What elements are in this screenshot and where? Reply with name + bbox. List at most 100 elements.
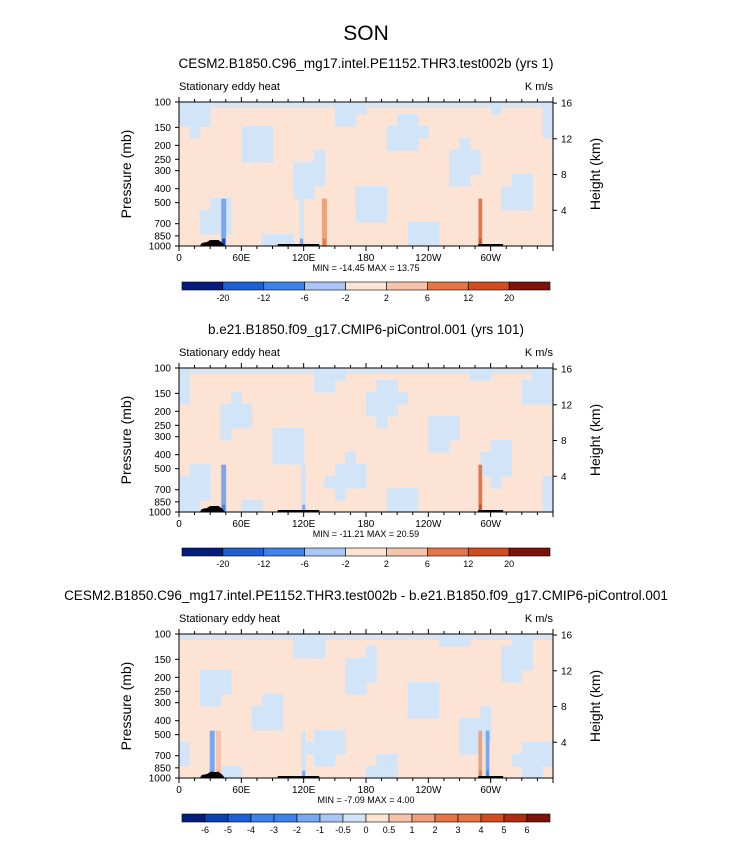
- y-tick-label: 500: [154, 464, 171, 475]
- field-cell: [397, 126, 409, 139]
- field-cell: [521, 198, 533, 211]
- colorbar-cell: [467, 547, 510, 557]
- feature-core: [322, 238, 326, 246]
- y-tick-label: 250: [154, 687, 171, 698]
- field-cell: [199, 210, 211, 223]
- field-cell: [210, 198, 222, 211]
- y-tick-label: 150: [154, 655, 171, 666]
- field-cell: [428, 428, 440, 441]
- field-cell: [417, 694, 429, 707]
- field-cell: [220, 428, 232, 441]
- field-background: [179, 102, 553, 246]
- panel-3: CESM2.B1850.C96_mg17.intel.PE1152.THR3.t…: [64, 588, 668, 835]
- colorbar-cell: [411, 813, 436, 823]
- field-cell: [345, 102, 357, 115]
- x-tick-label: 60W: [480, 253, 501, 264]
- field-cell: [345, 114, 357, 127]
- field-cell: [366, 210, 377, 223]
- field-cell: [355, 102, 367, 115]
- field-cell: [189, 464, 201, 477]
- field-cell: [189, 114, 201, 127]
- field-cell: [407, 138, 419, 151]
- contour-field: [179, 368, 553, 512]
- field-cell: [355, 186, 367, 199]
- field-cell: [469, 742, 481, 755]
- field-cell: [293, 174, 305, 187]
- field-cell: [334, 488, 346, 501]
- field-cell: [397, 114, 409, 127]
- field-cell: [366, 646, 377, 659]
- field-cell: [521, 174, 533, 187]
- field-cell: [532, 368, 544, 381]
- colorbar-cell: [250, 813, 275, 823]
- field-cell: [407, 114, 419, 127]
- colorbar-cell: [181, 813, 206, 823]
- x-tick-label: 120E: [292, 253, 316, 264]
- field-cell: [407, 126, 419, 139]
- y2-axis-label: Height (km): [587, 404, 603, 476]
- field-cell: [179, 392, 190, 405]
- field-cell: [189, 488, 201, 501]
- y-tick-label: 300: [154, 432, 171, 443]
- colorbar-label: 2: [384, 559, 389, 569]
- field-cell: [293, 428, 305, 441]
- x-tick-label: 180: [358, 785, 375, 796]
- field-cell: [324, 368, 336, 381]
- y-tick-label: 100: [154, 364, 171, 375]
- field-cell: [511, 186, 523, 199]
- y-tick-label: 400: [154, 450, 171, 461]
- field-cell: [366, 658, 377, 671]
- field-cell: [428, 694, 440, 707]
- feature-core: [302, 504, 306, 512]
- y-tick-label: 150: [154, 123, 171, 134]
- colorbar-label: 4: [478, 825, 483, 835]
- field-cell: [501, 670, 512, 683]
- field-cell: [324, 476, 336, 489]
- field-cell: [459, 174, 471, 187]
- x-tick-label: 60W: [480, 519, 501, 530]
- colorbar-label: -12: [257, 293, 270, 303]
- y-tick-label: 200: [154, 407, 171, 418]
- field-cell: [511, 670, 523, 683]
- colorbar-label: 5: [501, 825, 506, 835]
- field-cell: [272, 428, 284, 441]
- field-cell: [355, 198, 367, 211]
- field-cell: [334, 368, 346, 381]
- field-cell: [220, 670, 232, 683]
- field-cell: [345, 670, 357, 683]
- y2-axis-label: Height (km): [587, 138, 603, 210]
- field-cell: [241, 126, 253, 139]
- field-cell: [511, 754, 523, 767]
- field-cell: [179, 368, 190, 381]
- field-cell: [282, 428, 294, 441]
- y-tick-label: 400: [154, 184, 171, 195]
- field-cell: [532, 380, 544, 393]
- colorbar-cell: [227, 813, 252, 823]
- field-cell: [417, 706, 429, 719]
- field-cell: [293, 646, 305, 659]
- colorbar-label: 0: [363, 825, 368, 835]
- field-cell: [355, 210, 367, 223]
- y2-tick-label: 4: [561, 472, 567, 483]
- field-cell: [262, 234, 273, 246]
- field-cell: [542, 126, 553, 139]
- field-cell: [251, 500, 263, 512]
- field-cell: [241, 404, 253, 417]
- y2-tick-label: 8: [561, 170, 567, 181]
- field-cell: [355, 476, 367, 489]
- colorbar-label: -20: [216, 559, 229, 569]
- field-cell: [179, 500, 190, 512]
- panel-title: CESM2.B1850.C96_mg17.intel.PE1152.THR3.t…: [64, 588, 668, 603]
- field-cell: [386, 488, 398, 501]
- field-cell: [314, 162, 325, 175]
- field-cell: [469, 718, 481, 731]
- field-cell: [532, 766, 544, 778]
- field-cell: [220, 416, 232, 429]
- field-cell: [272, 234, 284, 246]
- field-cell: [490, 476, 502, 489]
- field-cell: [438, 416, 450, 429]
- field-cell: [428, 682, 440, 695]
- field-cell: [449, 428, 460, 441]
- colorbar-cell: [386, 281, 428, 291]
- field-cell: [241, 138, 253, 151]
